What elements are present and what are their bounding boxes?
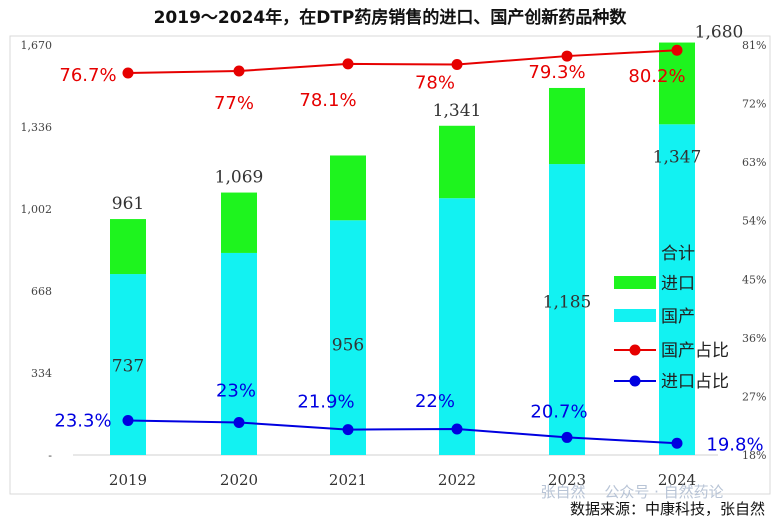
legend-marker-4 xyxy=(629,375,641,387)
value-label-2: 1,069 xyxy=(215,168,264,188)
value-label-7: 1,680 xyxy=(695,22,744,42)
value-label-0: 961 xyxy=(112,194,144,214)
label-domestic-share-2024: 80.2% xyxy=(628,66,685,87)
plot-frame xyxy=(9,35,771,495)
label-import-share-2020: 23% xyxy=(216,380,256,401)
bar-domestic-2022 xyxy=(439,198,475,455)
legend-label-3: 国产占比 xyxy=(661,341,729,361)
y-right-tick-7: 81% xyxy=(742,39,766,52)
point-domestic-share-2021 xyxy=(342,58,354,70)
legend-label-1: 进口 xyxy=(661,274,695,294)
label-import-share-2021: 21.9% xyxy=(297,392,354,413)
y-axis-left: - 334 668 1,002 1,336 1,670 xyxy=(21,39,53,462)
x-tick-2020: 2020 xyxy=(220,471,258,489)
point-domestic-share-2023 xyxy=(561,50,573,62)
chart-title: 2019～2024年，在DTP药房销售的进口、国产创新药品种数 xyxy=(154,7,628,28)
point-import-share-2020 xyxy=(233,416,245,428)
label-domestic-share-2020: 77% xyxy=(214,93,254,114)
legend-label-4: 进口占比 xyxy=(661,372,729,392)
label-domestic-share-2019: 76.7% xyxy=(59,65,116,86)
bar-import-2023 xyxy=(549,87,585,165)
bar-domestic-2024 xyxy=(659,124,695,455)
point-import-share-2022 xyxy=(451,423,463,435)
point-import-share-2021 xyxy=(342,424,354,436)
y-axis-right: 18% 27% 36% 45% 54% 63% 72% 81% xyxy=(742,39,766,462)
bars-layer xyxy=(110,42,695,456)
label-import-share-2023: 20.7% xyxy=(530,401,587,422)
label-domestic-share-2023: 79.3% xyxy=(528,62,585,83)
line-import-share xyxy=(127,419,678,445)
label-import-share-2022: 22% xyxy=(415,391,455,412)
value-label-1: 737 xyxy=(112,356,144,376)
legend-label-0: 合计 xyxy=(661,244,695,264)
y-right-tick-6: 72% xyxy=(742,98,766,111)
y-left-tick-2: 668 xyxy=(31,285,52,298)
value-label-5: 1,185 xyxy=(543,293,592,313)
bar-import-2024 xyxy=(659,42,695,125)
value-label-4: 1,341 xyxy=(433,101,482,121)
label-import-share-2019: 23.3% xyxy=(54,411,111,432)
y-right-tick-0: 18% xyxy=(742,449,766,462)
point-domestic-share-2024 xyxy=(671,44,683,56)
x-tick-2022: 2022 xyxy=(438,471,476,489)
legend-swatch-1 xyxy=(614,276,656,289)
x-axis: 2019 2020 2021 2022 2023 2024 xyxy=(109,471,696,489)
y-right-tick-3: 45% xyxy=(742,273,766,286)
legend-label-2: 国产 xyxy=(661,307,695,327)
y-left-tick-3: 1,002 xyxy=(21,203,53,216)
bar-domestic-2023 xyxy=(549,164,585,456)
x-tick-2023: 2023 xyxy=(548,471,586,489)
point-import-share-2024 xyxy=(671,437,683,449)
point-domestic-share-2019 xyxy=(122,67,134,79)
value-label-6: 1,347 xyxy=(653,148,702,168)
point-import-share-2019 xyxy=(122,415,134,427)
y-right-tick-1: 27% xyxy=(742,390,766,403)
y-left-tick-0: - xyxy=(48,449,52,462)
point-domestic-share-2020 xyxy=(233,65,245,77)
labels-layer: 961 737 1,069 956 1,341 1,185 1,347 1,680 xyxy=(112,22,744,376)
point-domestic-share-2022 xyxy=(451,59,463,71)
bar-domestic-2021 xyxy=(330,220,366,455)
label-domestic-share-2022: 78% xyxy=(415,73,455,94)
lines-layer: 76.7% 77% 78.1% 78% 79.3% 80.2% 23.3% 23% 21.9% 2… xyxy=(54,44,764,455)
y-left-tick-5: 1,670 xyxy=(21,39,53,52)
bar-import-2022 xyxy=(439,125,475,199)
legend-swatch-2 xyxy=(614,309,656,322)
label-domestic-share-2021: 78.1% xyxy=(299,90,356,111)
x-tick-2021: 2021 xyxy=(329,471,367,489)
y-left-tick-4: 1,336 xyxy=(21,121,53,134)
watermark-author: 张自然 xyxy=(540,483,585,501)
legend-marker-3 xyxy=(629,344,641,356)
bar-import-2020 xyxy=(221,192,257,253)
source-note: 数据来源：中康科技，张自然 xyxy=(570,500,765,518)
line-domestic-share xyxy=(127,49,678,74)
y-right-tick-2: 36% xyxy=(742,332,766,345)
y-left-tick-1: 334 xyxy=(31,367,52,380)
y-right-tick-4: 54% xyxy=(742,215,766,228)
point-import-share-2023 xyxy=(561,431,573,443)
x-tick-2019: 2019 xyxy=(109,471,147,489)
x-tick-2024: 2024 xyxy=(658,471,696,489)
label-import-share-2024: 19.8% xyxy=(706,434,763,455)
value-label-3: 956 xyxy=(332,335,364,355)
bar-import-2019 xyxy=(110,219,146,275)
bar-import-2021 xyxy=(330,155,366,221)
y-right-tick-5: 63% xyxy=(742,156,766,169)
watermark-text: 公众号 · 自然药论 xyxy=(604,483,723,501)
